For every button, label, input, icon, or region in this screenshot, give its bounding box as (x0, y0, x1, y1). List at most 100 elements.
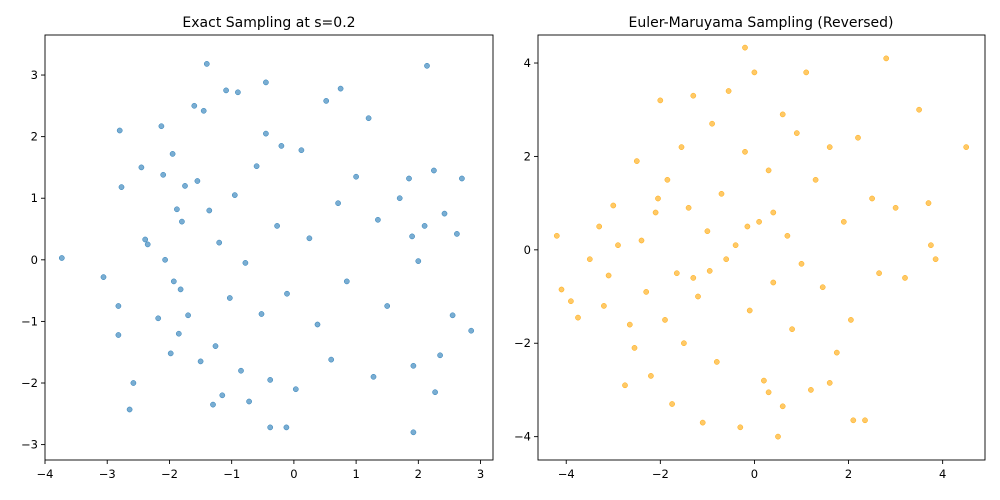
scatter-point (323, 98, 330, 104)
scatter-point (695, 293, 701, 300)
scatter-point (664, 176, 671, 183)
scatter-point (170, 278, 177, 285)
scatter-point (437, 352, 443, 359)
scatter-point (126, 406, 133, 413)
scatter-point (468, 327, 475, 334)
scatter-point (223, 87, 229, 94)
scatter-point (718, 190, 725, 197)
scatter-point (58, 255, 65, 261)
scatter-point (963, 144, 970, 150)
scatter-point (826, 144, 833, 150)
scatter-point (742, 44, 748, 51)
scatter-point (343, 278, 350, 285)
scatter-point (678, 144, 685, 150)
scatter-point (409, 233, 415, 240)
x-tick-label: −1 (223, 467, 240, 481)
x-tick-label: −4 (558, 467, 575, 481)
scatter-point (167, 350, 174, 357)
y-tick-label: 0 (31, 253, 38, 267)
scatter-point (819, 284, 826, 291)
scatter-point (219, 392, 226, 399)
scatter-point (732, 242, 739, 249)
scatter-point (267, 424, 274, 431)
scatter-point (238, 367, 244, 374)
scatter-point (916, 106, 922, 113)
scatter-point (812, 176, 819, 183)
plot-frame (44, 34, 494, 461)
scatter-point (615, 242, 621, 249)
y-tick-label: 2 (524, 149, 531, 163)
y-tick-label: −2 (514, 336, 531, 350)
scatter-point (638, 237, 645, 244)
scatter-point (194, 178, 201, 184)
scatter-point (314, 321, 321, 328)
scatter-point (553, 232, 560, 239)
panel-title: Exact Sampling at s=0.2 (182, 15, 355, 31)
scatter-point (298, 147, 305, 154)
scatter-point (174, 206, 180, 213)
x-tick-label: −3 (99, 467, 116, 481)
scatter-point (662, 317, 668, 323)
scatter-point (415, 258, 422, 264)
scatter-point (454, 231, 460, 237)
scatter-point (185, 312, 191, 319)
y-tick-label: −2 (21, 376, 38, 390)
scatter-point (605, 272, 612, 279)
scatter-point (328, 356, 335, 363)
y-tick-label: 2 (31, 130, 38, 144)
euler-maruyama-panel: Euler-Maruyama Sampling (Reversed) −4 −2 0… (514, 15, 986, 481)
scatter-point (690, 275, 697, 281)
scatter-point (365, 115, 372, 122)
scatter-point (746, 307, 753, 314)
scatter-point (840, 218, 847, 225)
scatter-point (601, 303, 607, 309)
scatter-point (191, 102, 198, 109)
scatter-point (848, 317, 854, 323)
scatter-point (833, 349, 840, 356)
scatter-point (610, 202, 617, 209)
scatter-point (855, 134, 861, 141)
scatter-point (441, 210, 448, 217)
scatter-point (883, 55, 890, 62)
scatter-point (158, 123, 165, 130)
scatter-point (384, 303, 391, 309)
scatter-point (596, 223, 603, 230)
scatter-point (765, 167, 772, 174)
scatter-points (58, 61, 475, 436)
scatter-point (751, 69, 758, 76)
scatter-point (850, 417, 857, 424)
scatter-point (770, 209, 777, 216)
scatter-point (568, 298, 574, 305)
scatter-point (673, 270, 680, 277)
scatter-point (657, 97, 664, 104)
scatter-point (410, 362, 417, 369)
y-tick-label: 0 (524, 243, 531, 257)
scatter-point (162, 256, 168, 263)
scatter-point (779, 403, 786, 410)
scatter-point (793, 130, 800, 136)
scatter-point (431, 167, 437, 174)
y-tick-label: −4 (514, 430, 531, 444)
scatter-point (756, 218, 762, 225)
scatter-point (713, 359, 720, 365)
scatter-point (263, 130, 269, 137)
scatter-point (177, 286, 184, 293)
scatter-point (775, 433, 781, 440)
scatter-points (553, 44, 970, 440)
scatter-point (100, 274, 107, 280)
scatter-point (737, 424, 744, 431)
scatter-point (876, 270, 882, 277)
scatter-point (626, 321, 633, 328)
scatter-point (925, 200, 932, 206)
scatter-point (928, 242, 934, 249)
scatter-point (210, 401, 216, 408)
scatter-point (932, 256, 939, 263)
scatter-point (375, 216, 381, 223)
scatter-point (742, 148, 748, 155)
plot-frame (537, 34, 986, 461)
scatter-point (274, 223, 280, 229)
scatter-point (258, 311, 265, 317)
scatter-point (200, 107, 207, 114)
scatter-point (130, 380, 137, 386)
scatter-point (226, 295, 233, 301)
